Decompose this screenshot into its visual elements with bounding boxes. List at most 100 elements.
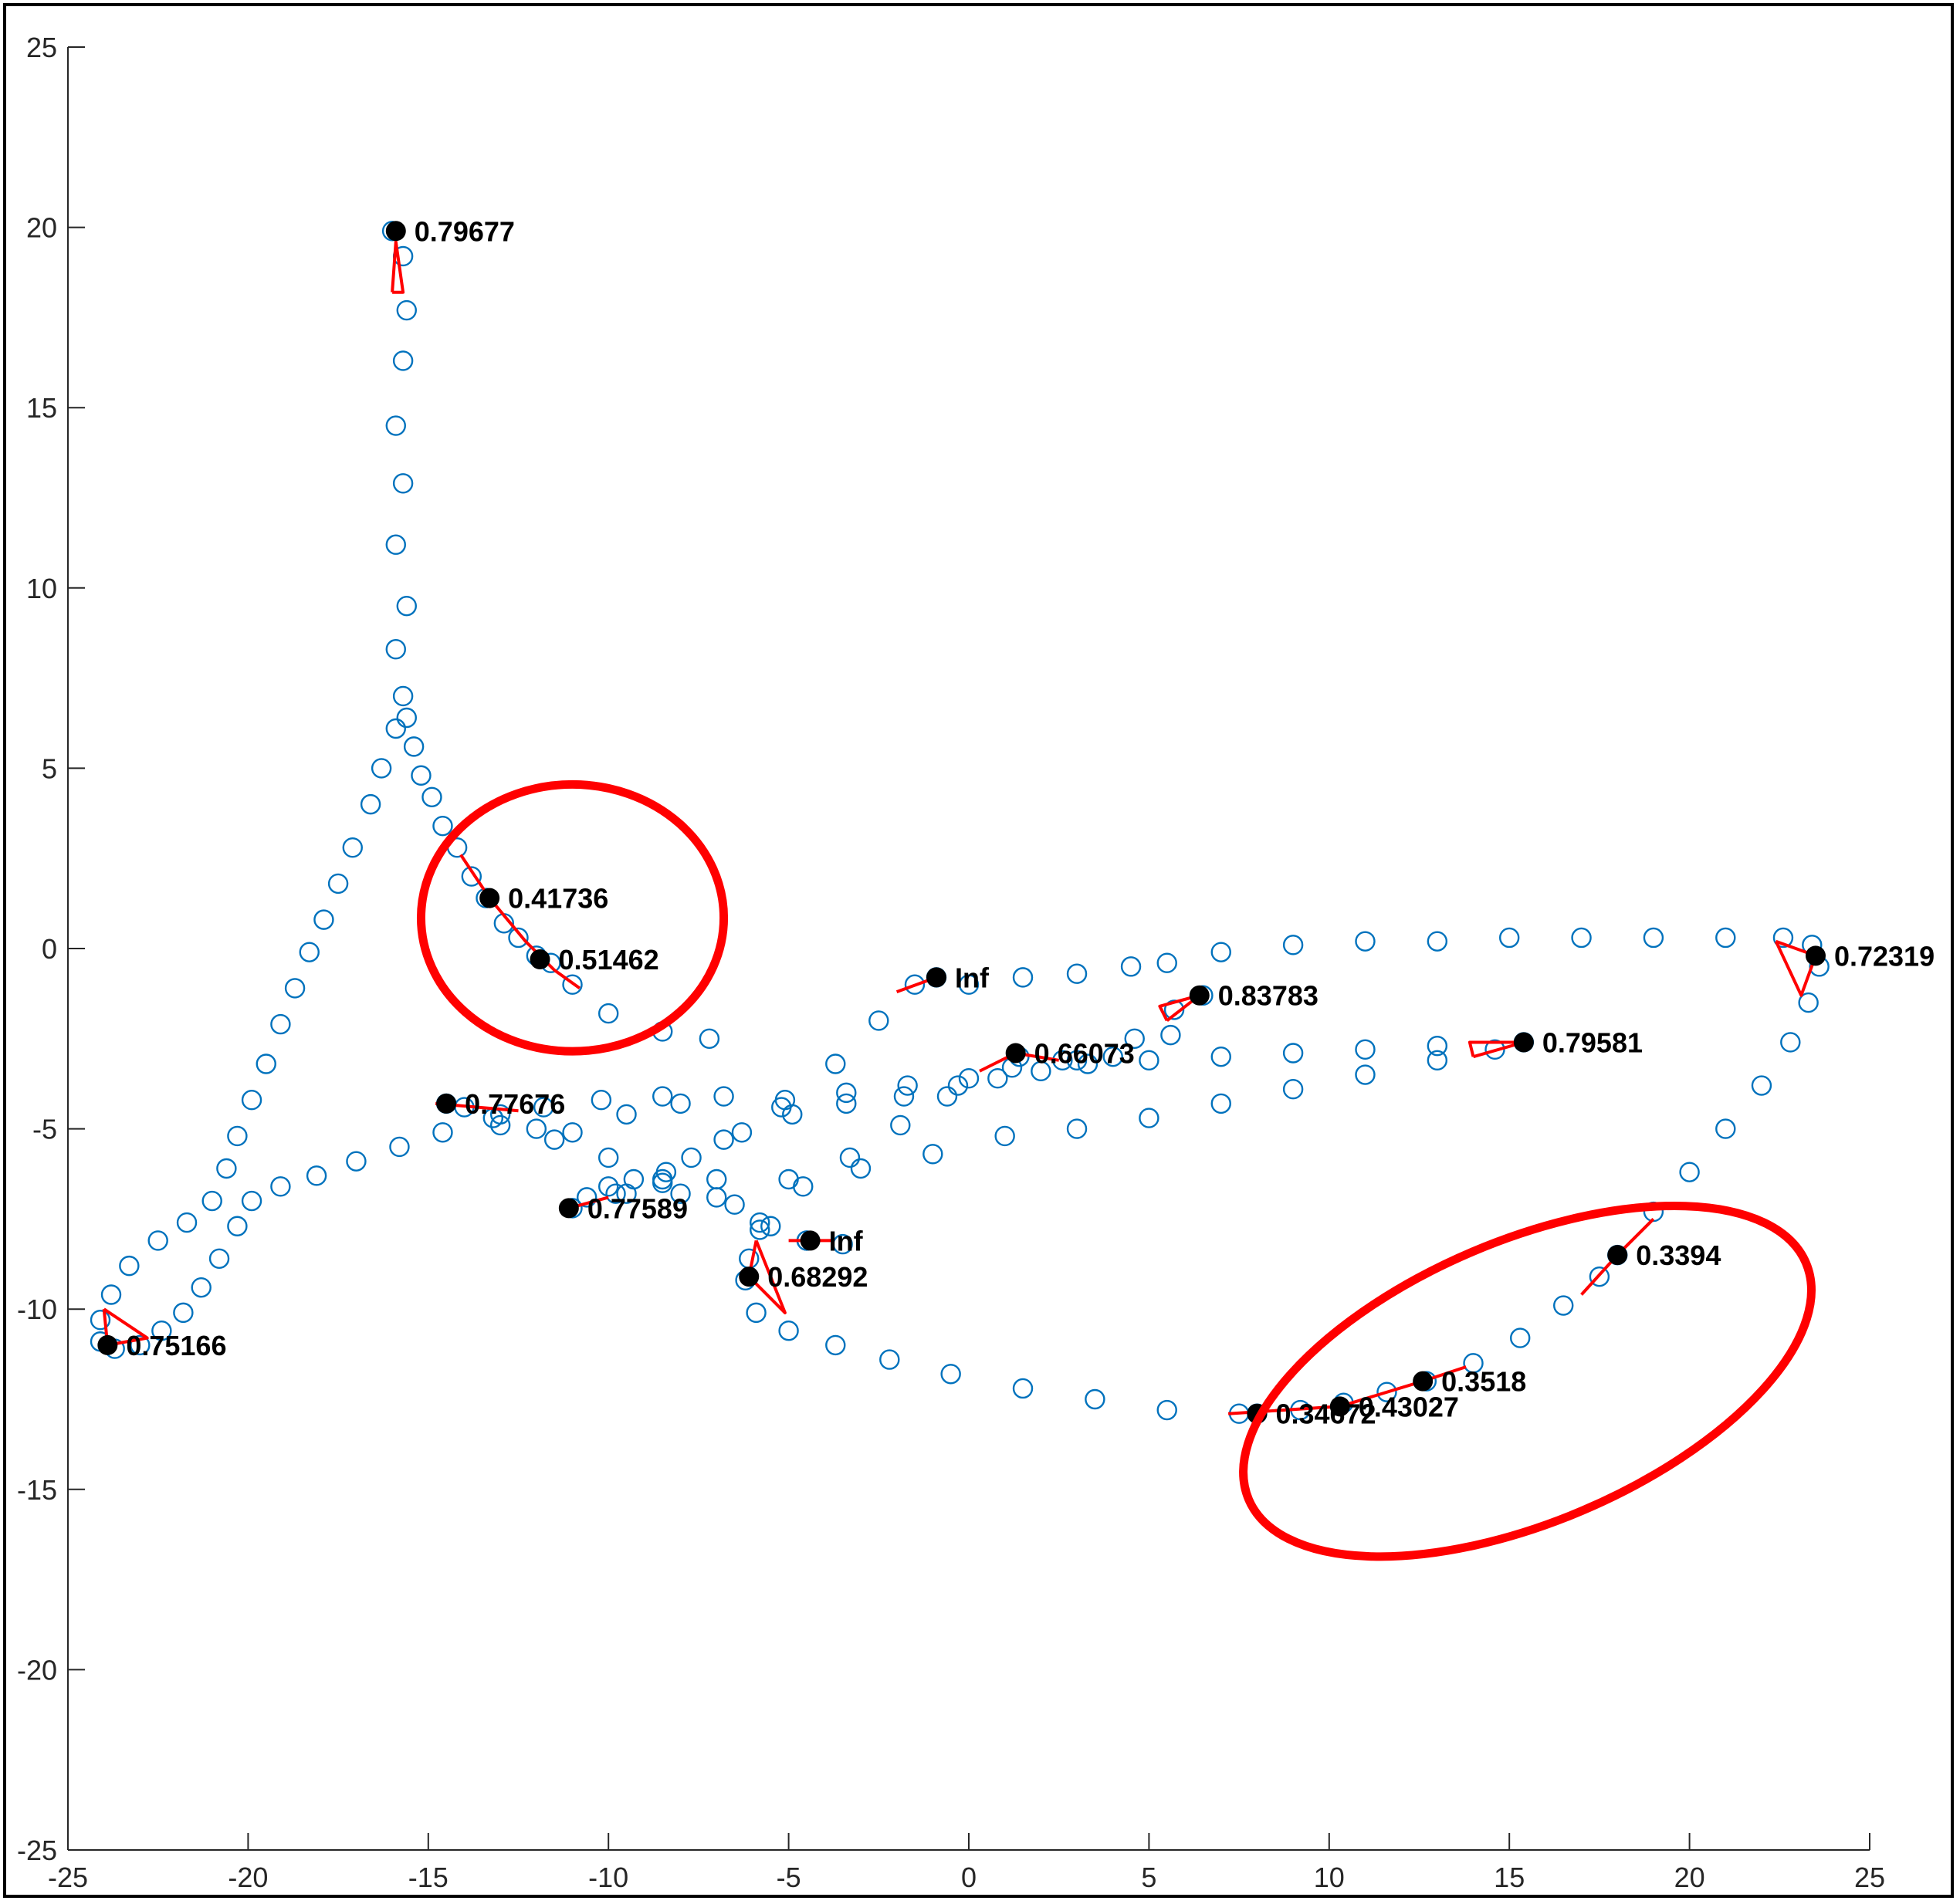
trajectory-marker	[825, 1334, 846, 1356]
trajectory-marker	[868, 1010, 889, 1031]
trajectory-marker	[489, 1114, 511, 1136]
trajectory-marker	[385, 639, 406, 660]
trajectory-marker	[670, 1093, 691, 1114]
trajectory-marker	[771, 1097, 792, 1118]
trajectory-marker	[836, 1082, 857, 1104]
trajectory-marker	[100, 1284, 122, 1305]
point-value-label: 0.83783	[1218, 980, 1319, 1012]
x-tick-label: 15	[1494, 1862, 1525, 1893]
trajectory-markers	[90, 221, 1830, 1424]
data-point	[385, 221, 406, 242]
trajectory-marker	[1772, 927, 1794, 949]
trajectory-marker	[403, 736, 425, 757]
data-point	[1413, 1371, 1434, 1392]
trajectory-marker	[327, 873, 349, 895]
trajectory-marker	[699, 1028, 720, 1050]
y-tick-label: 5	[42, 752, 57, 784]
trajectory-marker	[1498, 927, 1520, 949]
trajectory-marker	[1355, 1064, 1376, 1085]
trajectory-marker	[130, 1334, 151, 1356]
trajectory-marker	[825, 1053, 846, 1074]
trajectory-marker	[1066, 1050, 1088, 1071]
vector-line	[102, 1307, 149, 1347]
trajectory-marker	[652, 1086, 673, 1107]
point-value-label: 0.51462	[559, 944, 659, 976]
trajectory-marker	[208, 1248, 230, 1269]
trajectory-marker	[489, 1104, 511, 1125]
data-point	[530, 949, 550, 970]
trajectory-marker	[591, 1090, 612, 1111]
trajectory-marker	[1066, 963, 1088, 984]
trajectory-marker	[1589, 1266, 1610, 1287]
data-point	[926, 967, 946, 988]
vector-line	[747, 1239, 787, 1314]
trajectory-marker	[411, 765, 432, 786]
trajectory-marker	[713, 1129, 734, 1150]
trajectory-marker	[1679, 1162, 1700, 1182]
trajectory-marker	[526, 1118, 547, 1139]
axes	[67, 47, 1870, 1851]
trajectory-marker	[1210, 1046, 1231, 1067]
point-value-label: 0.79581	[1542, 1026, 1643, 1058]
trajectory-marker	[1355, 931, 1376, 952]
trajectory-marker	[890, 1114, 911, 1136]
highlight-ellipses	[416, 780, 1816, 1561]
x-tick-label: 25	[1854, 1862, 1885, 1893]
trajectory-marker	[392, 473, 414, 494]
data-point	[1005, 1043, 1026, 1064]
trajectory-marker	[1210, 942, 1231, 962]
trajectory-marker	[360, 793, 381, 815]
trajectory-marker	[897, 1075, 918, 1096]
point-value-label: 0.77676	[465, 1088, 565, 1120]
point-value-label: 0.77589	[587, 1192, 688, 1224]
trajectory-marker	[1012, 967, 1034, 988]
figure-frame	[3, 3, 1954, 1898]
trajectory-marker	[461, 866, 482, 887]
data-point	[1607, 1245, 1628, 1266]
trajectory-marker	[1156, 1399, 1177, 1421]
point-value-label: 0.41736	[508, 883, 608, 915]
highlighted-points	[97, 221, 1826, 1424]
trajectory-marker	[306, 1165, 327, 1186]
trajectory-marker	[893, 1086, 915, 1107]
vector-line	[1774, 939, 1817, 997]
data-point	[1189, 985, 1210, 1006]
trajectory-marker	[1160, 1024, 1181, 1046]
trajectory-marker	[227, 1125, 248, 1147]
point-value-label: Inf	[829, 1225, 864, 1256]
vector-line	[1467, 1040, 1525, 1059]
trajectory-marker	[562, 974, 583, 995]
trajectory-marker	[227, 1216, 248, 1236]
trajectory-marker	[392, 350, 414, 371]
trajectory-marker	[1798, 992, 1819, 1013]
trajectory-marker	[839, 1147, 861, 1168]
trajectory-marker	[760, 1216, 781, 1236]
trajectory-marker	[731, 1122, 753, 1143]
trajectory-marker	[176, 1212, 198, 1233]
vector-line	[1158, 993, 1201, 1022]
point-value-label: 0.3394	[1636, 1239, 1721, 1271]
trajectory-marker	[256, 1053, 276, 1074]
data-point	[97, 1334, 118, 1355]
trajectory-marker	[994, 1125, 1015, 1147]
data-point	[739, 1267, 760, 1287]
trajectory-marker	[987, 1067, 1008, 1089]
y-tick-label: 15	[26, 392, 57, 424]
trajectory-marker	[241, 1190, 262, 1212]
trajectory-marker	[1102, 1046, 1123, 1067]
trajectory-marker	[706, 1168, 727, 1190]
trajectory-marker	[191, 1277, 212, 1298]
highlight-ellipse	[416, 780, 729, 1056]
trajectory-marker	[598, 1003, 619, 1024]
x-tick-label: 10	[1314, 1862, 1345, 1893]
trajectory-marker	[389, 1136, 410, 1158]
trajectory-marker	[1139, 1050, 1159, 1071]
trajectory-marker	[1282, 1079, 1304, 1100]
highlight-ellipse	[1239, 1201, 1816, 1561]
trajectory-marker	[1282, 935, 1304, 955]
trajectory-marker	[940, 1364, 961, 1385]
trajectory-marker	[750, 1212, 770, 1233]
trajectory-marker	[947, 1075, 969, 1096]
trajectory-marker	[1553, 1295, 1574, 1316]
